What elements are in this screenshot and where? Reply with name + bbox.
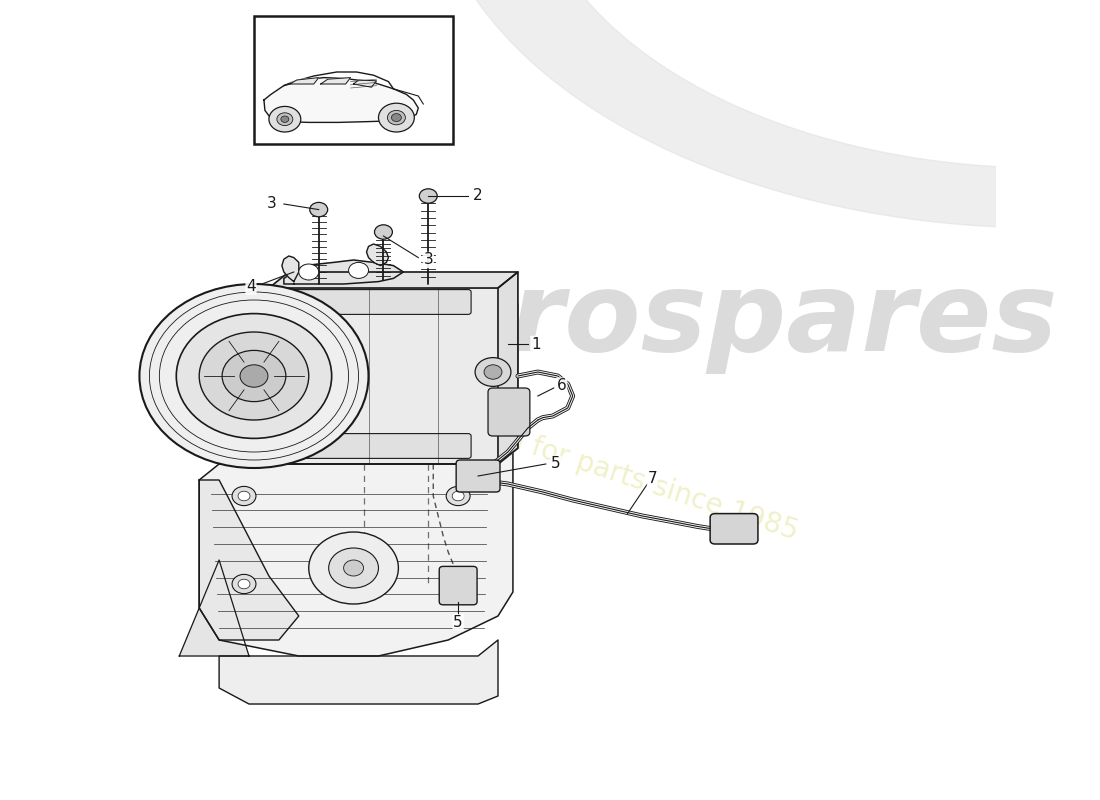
Circle shape [140,284,368,468]
Circle shape [238,491,250,501]
Polygon shape [249,288,518,464]
Polygon shape [366,244,388,266]
Circle shape [232,486,256,506]
Polygon shape [264,78,418,122]
Circle shape [309,532,398,604]
Circle shape [299,264,319,280]
Text: 3: 3 [424,253,433,267]
Polygon shape [268,272,518,288]
Polygon shape [436,0,1100,228]
Text: 3: 3 [267,197,277,211]
FancyBboxPatch shape [286,434,471,458]
Circle shape [452,491,464,501]
Circle shape [199,332,309,420]
Polygon shape [284,260,404,284]
Circle shape [484,365,502,379]
Text: a passion for parts since 1985: a passion for parts since 1985 [394,390,802,546]
Circle shape [232,574,256,594]
Circle shape [419,189,437,203]
Text: 2: 2 [473,189,483,203]
FancyBboxPatch shape [286,290,471,314]
Circle shape [222,350,286,402]
Circle shape [349,262,368,278]
Circle shape [374,225,393,239]
Circle shape [268,106,300,132]
Circle shape [176,314,332,438]
Circle shape [240,365,268,387]
Polygon shape [282,256,299,282]
FancyBboxPatch shape [488,388,530,436]
Polygon shape [179,560,249,656]
Circle shape [447,574,470,594]
Text: 1: 1 [531,337,540,351]
Polygon shape [199,448,513,656]
Circle shape [280,116,289,122]
Circle shape [387,110,406,125]
Text: 7: 7 [648,471,657,486]
Bar [254,16,453,144]
Circle shape [238,579,250,589]
Circle shape [310,202,328,217]
Polygon shape [321,78,351,84]
Circle shape [343,560,363,576]
Circle shape [378,103,415,132]
Text: eurospares: eurospares [356,266,1058,374]
FancyBboxPatch shape [711,514,758,544]
Polygon shape [498,272,518,464]
Circle shape [277,113,293,126]
Text: 4: 4 [246,279,256,294]
Circle shape [475,358,510,386]
Circle shape [452,579,464,589]
Text: 6: 6 [557,378,566,393]
Polygon shape [289,78,319,84]
FancyBboxPatch shape [439,566,477,605]
Circle shape [329,548,378,588]
Polygon shape [353,80,376,87]
Circle shape [392,114,402,122]
Polygon shape [219,640,498,704]
Text: 5: 5 [453,615,463,630]
FancyBboxPatch shape [456,460,501,492]
Polygon shape [199,480,299,640]
Text: 5: 5 [551,457,561,471]
Circle shape [447,486,470,506]
